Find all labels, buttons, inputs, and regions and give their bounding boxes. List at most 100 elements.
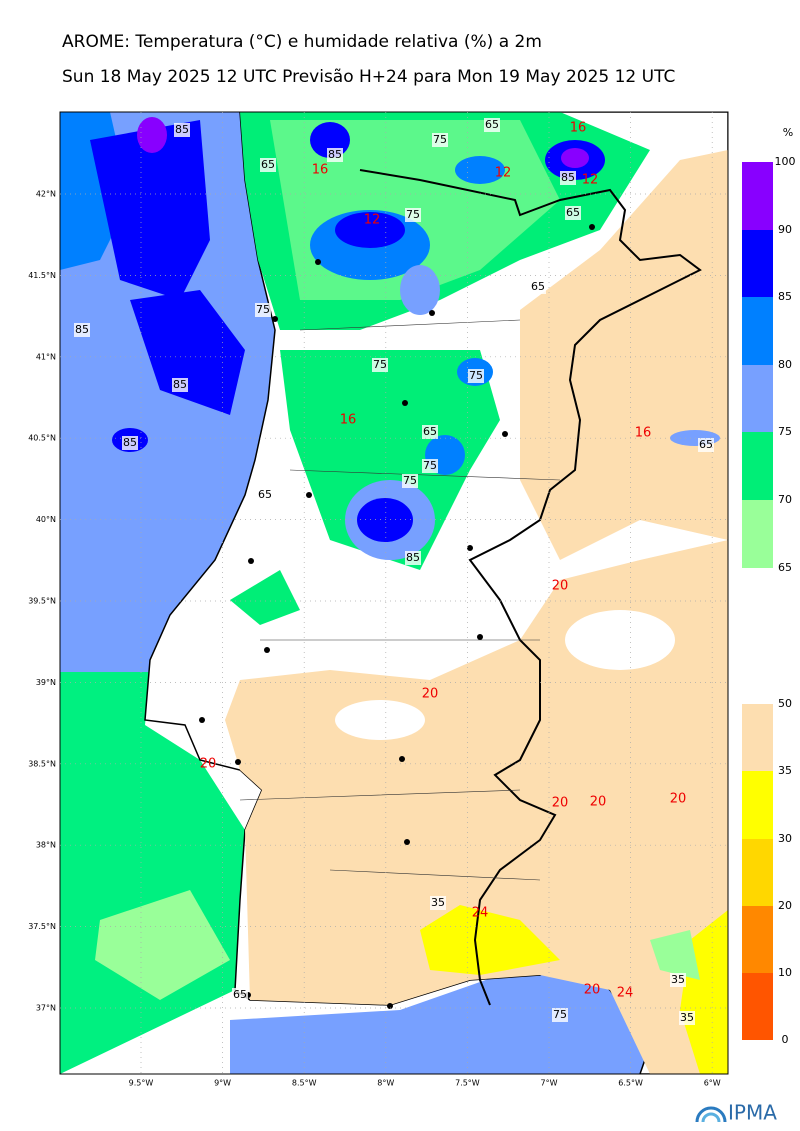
temperature-contour-label: 16	[635, 426, 652, 441]
humidity-tick-label: 65	[778, 561, 792, 574]
temperature-tick-label: 35	[778, 764, 792, 777]
temperature-tick-label: 50	[778, 697, 792, 710]
temperature-contour-label: 20	[422, 687, 439, 702]
lat-label: 38°N	[36, 841, 56, 850]
subtitle: Sun 18 May 2025 12 UTC Previsão H+24 par…	[62, 67, 675, 87]
label-bg	[172, 378, 188, 392]
humidity-contour-label: 65	[423, 425, 437, 438]
humidity-contour-label: 75	[373, 358, 387, 371]
lon-label: 9°W	[214, 1079, 231, 1088]
humidity-contour-label: 75	[256, 303, 270, 316]
temperature-contour-label: 12	[364, 213, 381, 228]
temperature-contour-label: 20	[590, 795, 607, 810]
humidity-contour-label: 85	[406, 551, 420, 564]
lon-label: 6.5°W	[618, 1079, 643, 1088]
label-bg	[422, 459, 438, 473]
humidity-unit: %	[783, 126, 793, 139]
label-bg	[257, 488, 273, 502]
lat-label: 41°N	[36, 352, 56, 361]
humidity-contour-label: 35	[431, 896, 445, 909]
temperature-contour-label: 12	[495, 166, 512, 181]
humidity-contour-label: 85	[123, 436, 137, 449]
humidity-tick-label: 70	[778, 493, 792, 506]
humidity-tick-label: 100	[775, 155, 796, 168]
humidity-contour-label: 75	[553, 1008, 567, 1021]
label-bg	[552, 1008, 568, 1022]
temperature-tick-label: 20	[778, 899, 792, 912]
humidity-tick-label: 85	[778, 290, 792, 303]
lon-label: 7°W	[541, 1079, 558, 1088]
humidity-contour-label: 75	[433, 133, 447, 146]
humidity-tick-label: 80	[778, 358, 792, 371]
temperature-contour-label: 16	[570, 121, 587, 136]
label-bg	[560, 171, 576, 185]
lat-label: 39°N	[36, 678, 56, 687]
label-bg	[255, 303, 271, 317]
humidity-tick-label: 75	[778, 425, 792, 438]
label-bg	[122, 436, 138, 450]
humidity-contour-label: 65	[258, 488, 272, 501]
humidity-contour-label: 75	[406, 208, 420, 221]
lon-label: 8.5°W	[292, 1079, 317, 1088]
lat-label: 41.5°N	[28, 271, 56, 280]
humidity-contour-label: 65	[566, 206, 580, 219]
label-bg	[484, 118, 500, 132]
lat-label: 39.5°N	[28, 597, 56, 606]
label-bg	[430, 896, 446, 910]
map-frame	[59, 111, 729, 1075]
lat-label: 40.5°N	[28, 434, 56, 443]
lat-label: 37°N	[36, 1004, 56, 1013]
label-bg	[468, 369, 484, 383]
label-bg	[405, 551, 421, 565]
temperature-contour-label: 20	[670, 792, 687, 807]
lat-label: 42°N	[36, 190, 56, 199]
humidity-contour-label: 65	[261, 158, 275, 171]
humidity-tick-label: 90	[778, 223, 792, 236]
lon-label: 7.5°W	[455, 1079, 480, 1088]
humidity-contour-label: 65	[485, 118, 499, 131]
humidity-contour-label: 65	[699, 438, 713, 451]
temperature-tick-label: 30	[778, 832, 792, 845]
humidity-contour-label: 65	[531, 280, 545, 293]
label-bg	[679, 1011, 695, 1025]
humidity-contour-label: 75	[403, 474, 417, 487]
label-bg	[670, 973, 686, 987]
lat-label: 40°N	[36, 515, 56, 524]
temperature-contour-label: 20	[552, 796, 569, 811]
humidity-contour-label: 85	[561, 171, 575, 184]
temperature-contour-label: 20	[200, 757, 217, 772]
label-bg	[174, 123, 190, 137]
humidity-contour-label: 85	[75, 323, 89, 336]
temperature-contour-label: 20	[552, 579, 569, 594]
temperature-colorbar	[742, 704, 773, 1040]
label-bg	[74, 323, 90, 337]
humidity-contour-label: 35	[671, 973, 685, 986]
lat-label: 38.5°N	[28, 759, 56, 768]
label-bg	[698, 438, 714, 452]
humidity-contour-label: 85	[328, 148, 342, 161]
label-bg	[327, 148, 343, 162]
label-bg	[405, 208, 421, 222]
label-bg	[260, 158, 276, 172]
logo-text: IPMA	[728, 1101, 777, 1125]
humidity-contour-label: 75	[469, 369, 483, 382]
temperature-tick-label: 10	[778, 966, 792, 979]
temperature-contour-label: 24	[472, 906, 489, 921]
temperature-contour-label: 24	[617, 986, 634, 1001]
humidity-colorbar: %	[742, 126, 793, 568]
temperature-contour-label: 16	[340, 413, 357, 428]
humidity-contour-label: 85	[173, 378, 187, 391]
label-bg	[232, 988, 248, 1002]
temperature-contour-label: 16	[312, 163, 329, 178]
lat-label: 37.5°N	[28, 922, 56, 931]
map: 85 85 65 75 65 85 75 65 65 85 85 85 75 75 75 65 65 75 75 65…	[60, 112, 728, 1074]
temperature-tick-label: 0	[782, 1033, 789, 1046]
lon-label: 8°W	[377, 1079, 394, 1088]
humidity-contour-label: 85	[175, 123, 189, 136]
lon-label: 6°W	[704, 1079, 721, 1088]
label-bg	[432, 133, 448, 147]
label-bg	[422, 425, 438, 439]
temperature-contour-label: 12	[582, 173, 599, 188]
label-bg	[565, 206, 581, 220]
humidity-contour-label: 65	[233, 988, 247, 1001]
